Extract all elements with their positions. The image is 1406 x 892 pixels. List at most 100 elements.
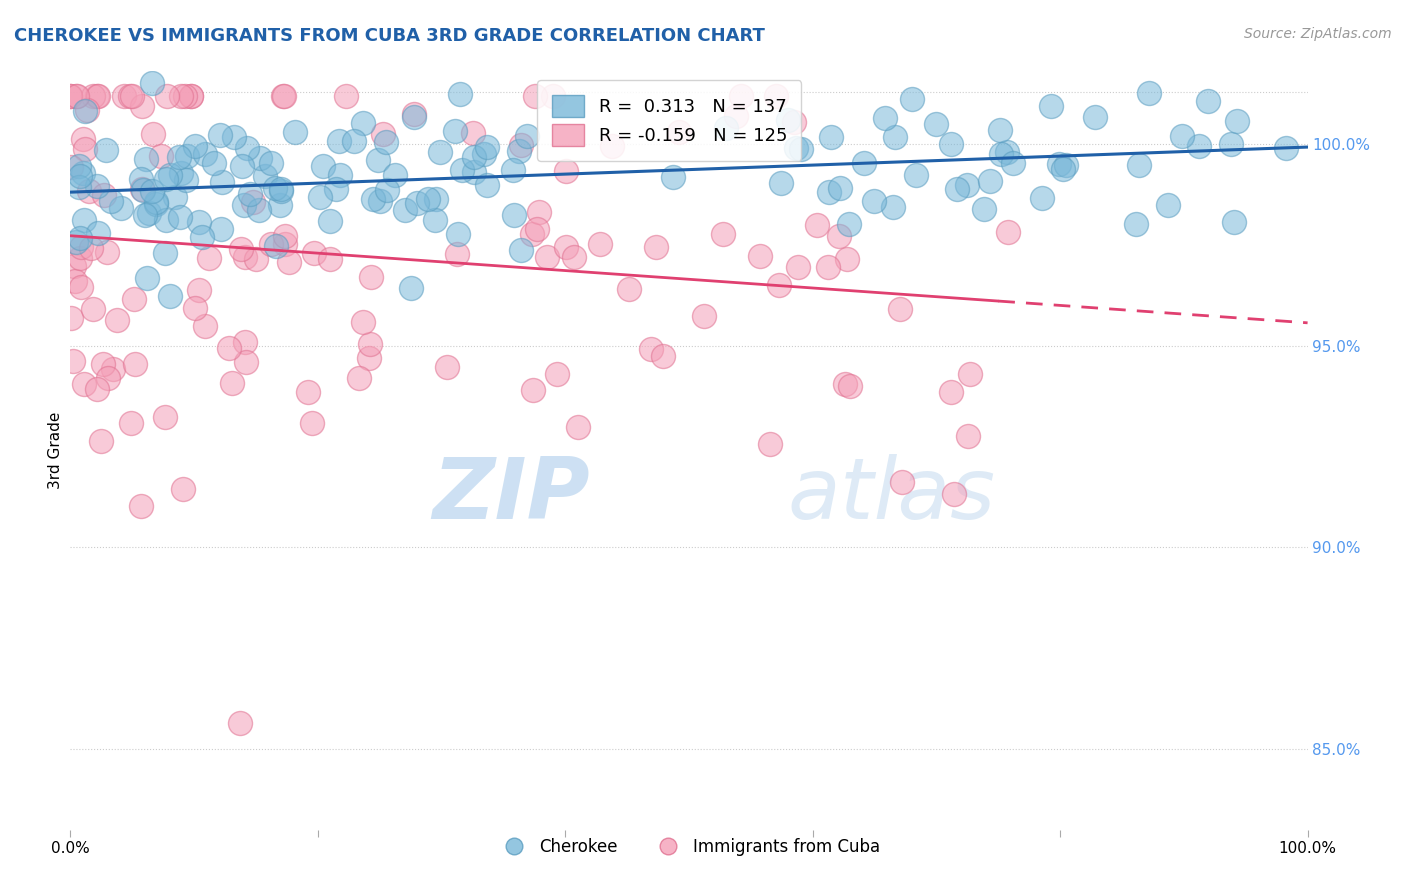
Point [62,354,84,368]
Point [329,168,352,182]
Point [82,88,104,103]
Point [904,168,927,182]
Point [69,231,91,245]
Point [96,244,118,259]
Point [198,251,221,265]
Point [270,182,292,196]
Point [59,88,82,103]
Point [783,115,806,129]
Point [82,302,104,317]
Point [852,155,875,169]
Point [209,222,232,236]
Point [145,197,167,211]
Point [529,204,551,219]
Point [361,193,384,207]
Point [640,342,662,356]
Point [959,367,981,381]
Point [446,247,468,261]
Point [318,252,340,266]
Point [72,166,94,180]
Point [274,228,297,243]
Point [59,88,82,103]
Point [510,138,533,153]
Point [183,301,205,316]
Point [838,217,860,231]
Point [834,377,856,392]
Point [308,190,330,204]
Point [247,202,270,217]
Point [838,378,860,392]
Point [271,88,294,103]
Point [319,214,342,228]
Point [233,335,256,350]
Point [202,155,225,169]
Point [141,77,163,91]
Point [1031,191,1053,205]
Point [472,146,495,161]
Point [429,145,451,159]
Point [562,251,585,265]
Point [1052,162,1074,177]
Point [1084,110,1107,124]
Point [946,182,969,196]
Point [65,88,87,103]
Point [399,281,422,295]
Point [73,213,96,227]
Point [1125,217,1147,231]
Point [359,336,381,351]
Point [343,134,366,148]
Point [901,91,924,105]
Point [235,355,257,369]
Point [567,419,589,434]
Point [523,88,546,103]
Point [121,88,143,103]
Point [112,88,135,103]
Point [1128,158,1150,172]
Point [131,99,153,113]
Point [131,181,153,195]
Point [86,179,108,194]
Point [174,173,197,187]
Point [884,130,907,145]
Y-axis label: 3rd Grade: 3rd Grade [48,412,63,489]
Point [406,196,429,211]
Point [778,113,800,128]
Point [80,242,103,256]
Point [725,109,748,123]
Point [997,225,1019,239]
Point [509,243,531,257]
Point [110,201,132,215]
Point [297,385,319,400]
Point [619,282,641,296]
Point [956,429,979,443]
Text: CHEROKEE VS IMMIGRANTS FROM CUBA 3RD GRADE CORRELATION CHART: CHEROKEE VS IMMIGRANTS FROM CUBA 3RD GRA… [14,27,765,45]
Point [73,103,96,118]
Point [142,127,165,141]
Point [730,88,752,103]
Point [651,349,673,363]
Point [668,125,690,139]
Point [273,88,295,103]
Point [211,174,233,188]
Point [169,211,191,225]
Point [180,88,202,103]
Point [444,124,467,138]
Point [787,260,810,274]
Point [450,163,472,178]
Point [209,128,232,143]
Point [404,106,426,120]
Point [65,235,87,249]
Point [67,159,90,173]
Point [711,227,734,242]
Point [352,315,374,329]
Point [1040,99,1063,113]
Point [790,142,813,156]
Point [90,434,112,448]
Point [645,240,668,254]
Point [135,153,157,167]
Point [463,150,485,164]
Point [828,229,851,244]
Point [136,271,159,285]
Point [536,250,558,264]
Point [522,227,544,241]
